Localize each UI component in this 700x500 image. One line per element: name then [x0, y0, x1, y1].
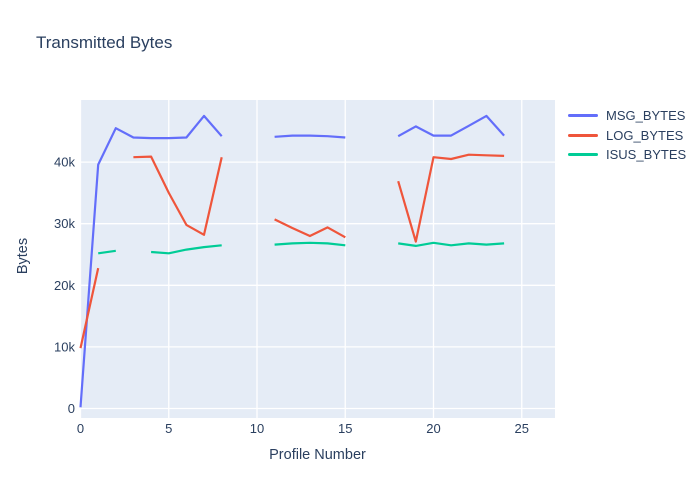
- series-lines: [79, 114, 505, 408]
- legend-item-log-bytes[interactable]: LOG_BYTES: [568, 125, 686, 144]
- y-axis-tick-labels: 0 10k 20k 30k 40k: [54, 155, 75, 416]
- legend-line-swatch: [568, 152, 598, 156]
- y-tick-label: 30k: [54, 216, 75, 231]
- y-tick-label: 0: [68, 401, 75, 416]
- x-tick-label: 0: [77, 421, 84, 436]
- chart-title: Transmitted Bytes: [36, 33, 173, 52]
- legend-line-swatch: [568, 114, 598, 118]
- x-axis-title: Profile Number: [269, 447, 366, 463]
- x-tick-label: 20: [426, 421, 440, 436]
- x-tick-label: 5: [165, 421, 172, 436]
- legend-label: ISUS_BYTES: [606, 146, 687, 162]
- x-axis-tick-labels: 0 5 10 15 20 25: [77, 421, 529, 436]
- legend-label: MSG_BYTES: [606, 108, 686, 124]
- x-tick-label: 25: [515, 421, 529, 436]
- gridlines: [79, 100, 555, 418]
- plot-area[interactable]: [80, 100, 555, 418]
- y-axis-title: Bytes: [15, 238, 31, 274]
- legend-label: LOG_BYTES: [606, 127, 684, 143]
- x-tick-label: 10: [250, 421, 264, 436]
- series-line-msg-bytes[interactable]: [79, 114, 505, 408]
- legend: MSG_BYTES LOG_BYTES ISUS_BYTES: [568, 106, 686, 164]
- y-tick-label: 40k: [54, 155, 75, 170]
- series-line-log-bytes[interactable]: [79, 153, 505, 349]
- legend-item-isus-bytes[interactable]: ISUS_BYTES: [568, 145, 686, 164]
- y-tick-label: 20k: [54, 278, 75, 293]
- legend-item-msg-bytes[interactable]: MSG_BYTES: [568, 106, 686, 125]
- legend-line-swatch: [568, 133, 598, 137]
- y-tick-label: 10k: [54, 339, 75, 354]
- series-line-isus-bytes[interactable]: [98, 241, 505, 255]
- x-tick-label: 15: [338, 421, 352, 436]
